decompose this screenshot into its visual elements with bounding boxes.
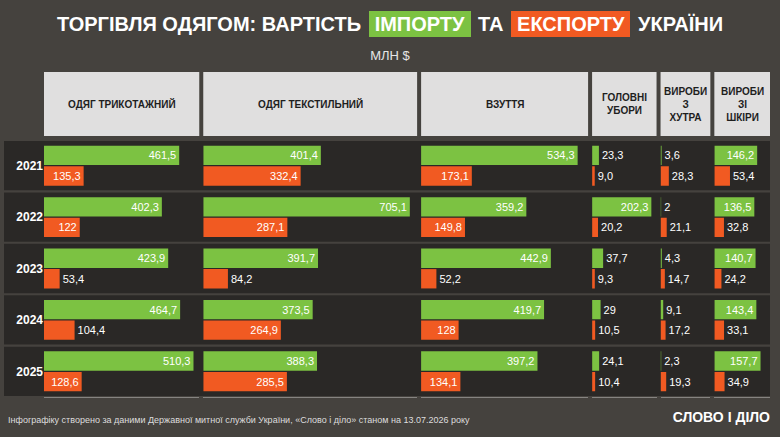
svg-text:10,5: 10,5 xyxy=(598,324,619,336)
svg-text:146,2: 146,2 xyxy=(727,149,755,161)
svg-text:122: 122 xyxy=(58,221,76,233)
svg-text:401,4: 401,4 xyxy=(290,149,318,161)
svg-text:19,3: 19,3 xyxy=(669,376,690,388)
svg-text:21,1: 21,1 xyxy=(670,221,691,233)
svg-text:128,6: 128,6 xyxy=(51,376,79,388)
svg-text:359,2: 359,2 xyxy=(496,201,524,213)
svg-text:391,7: 391,7 xyxy=(287,252,315,264)
html-text:СЛОВО І ДІЛО: СЛОВО І ДІЛО xyxy=(672,409,770,425)
svg-text:ВЗУТТЯ: ВЗУТТЯ xyxy=(486,99,524,110)
svg-text:ОДЯГ ТЕКСТИЛЬНИЙ: ОДЯГ ТЕКСТИЛЬНИЙ xyxy=(258,98,363,110)
svg-text:128: 128 xyxy=(437,324,455,336)
svg-text:10,4: 10,4 xyxy=(598,376,619,388)
svg-text:2023: 2023 xyxy=(16,262,43,276)
svg-text:37,7: 37,7 xyxy=(606,252,627,264)
svg-text:32,8: 32,8 xyxy=(727,221,748,233)
svg-text:34,9: 34,9 xyxy=(728,376,749,388)
svg-text:285,5: 285,5 xyxy=(256,376,284,388)
svg-text:33,1: 33,1 xyxy=(727,324,748,336)
svg-text:149,8: 149,8 xyxy=(434,221,462,233)
svg-text:2024: 2024 xyxy=(16,313,43,327)
svg-text:135,3: 135,3 xyxy=(53,170,81,182)
svg-text:29: 29 xyxy=(604,304,616,316)
svg-text:2,3: 2,3 xyxy=(664,355,679,367)
svg-text:143,4: 143,4 xyxy=(726,304,754,316)
svg-text:2021: 2021 xyxy=(16,159,43,173)
svg-text:24,2: 24,2 xyxy=(724,273,745,285)
svg-text:534,3: 534,3 xyxy=(547,149,575,161)
svg-text:136,5: 136,5 xyxy=(724,201,752,213)
svg-text:9,3: 9,3 xyxy=(598,273,613,285)
svg-text:9,0: 9,0 xyxy=(598,170,613,182)
svg-text:4,3: 4,3 xyxy=(665,252,680,264)
svg-text:287,1: 287,1 xyxy=(257,221,285,233)
svg-text:388,3: 388,3 xyxy=(286,355,314,367)
svg-text:9,1: 9,1 xyxy=(666,304,681,316)
svg-text:ВИРОБИЗХУТРА: ВИРОБИЗХУТРА xyxy=(664,86,707,123)
svg-text:52,2: 52,2 xyxy=(439,273,460,285)
svg-text:510,3: 510,3 xyxy=(163,355,191,367)
svg-text:140,7: 140,7 xyxy=(725,252,753,264)
svg-text:23,3: 23,3 xyxy=(602,149,623,161)
html-text:Інфографіку створено за даними: Інфографіку створено за даними Державної… xyxy=(8,415,470,425)
svg-text:2: 2 xyxy=(664,201,670,213)
svg-text:173,1: 173,1 xyxy=(441,170,469,182)
svg-text:104,4: 104,4 xyxy=(78,324,106,336)
html-text:МЛН $: МЛН $ xyxy=(370,48,410,63)
html-text:ТОРГІВЛЯ ОДЯГОМ: ВАРТІСТЬ ІМПО: ТОРГІВЛЯ ОДЯГОМ: ВАРТІСТЬ ІМПОРТУ ТА xyxy=(57,13,509,35)
svg-text:84,2: 84,2 xyxy=(231,273,252,285)
svg-text:461,5: 461,5 xyxy=(149,149,177,161)
svg-text:264,9: 264,9 xyxy=(250,324,278,336)
svg-text:423,9: 423,9 xyxy=(138,252,166,264)
svg-text:402,3: 402,3 xyxy=(131,201,159,213)
svg-text:2022: 2022 xyxy=(16,210,43,224)
svg-text:ОДЯГ ТРИКОТАЖНИЙ: ОДЯГ ТРИКОТАЖНИЙ xyxy=(68,98,176,110)
svg-text:464,7: 464,7 xyxy=(150,304,178,316)
svg-text:134,1: 134,1 xyxy=(430,376,458,388)
svg-text:397,2: 397,2 xyxy=(507,355,535,367)
svg-text:ВИРОБИЗІШКІРИ: ВИРОБИЗІШКІРИ xyxy=(721,86,764,123)
svg-text:ГОЛОВНІУБОРИ: ГОЛОВНІУБОРИ xyxy=(602,92,647,116)
svg-text:157,7: 157,7 xyxy=(730,355,758,367)
html-text:ЕКСПОРТУ УКРАЇНИ: ЕКСПОРТУ УКРАЇНИ xyxy=(517,13,723,35)
svg-text:20,2: 20,2 xyxy=(601,221,622,233)
svg-text:332,4: 332,4 xyxy=(270,170,298,182)
svg-text:202,3: 202,3 xyxy=(621,201,649,213)
svg-text:53,4: 53,4 xyxy=(63,273,84,285)
svg-text:28,3: 28,3 xyxy=(672,170,693,182)
svg-text:3,6: 3,6 xyxy=(665,149,680,161)
svg-text:2025: 2025 xyxy=(16,365,43,379)
svg-text:53,4: 53,4 xyxy=(733,170,754,182)
svg-text:419,7: 419,7 xyxy=(514,304,542,316)
svg-text:705,1: 705,1 xyxy=(379,201,407,213)
svg-text:373,5: 373,5 xyxy=(282,304,310,316)
svg-text:14,7: 14,7 xyxy=(668,273,689,285)
svg-text:442,9: 442,9 xyxy=(520,252,548,264)
svg-text:24,1: 24,1 xyxy=(602,355,623,367)
svg-text:17,2: 17,2 xyxy=(669,324,690,336)
